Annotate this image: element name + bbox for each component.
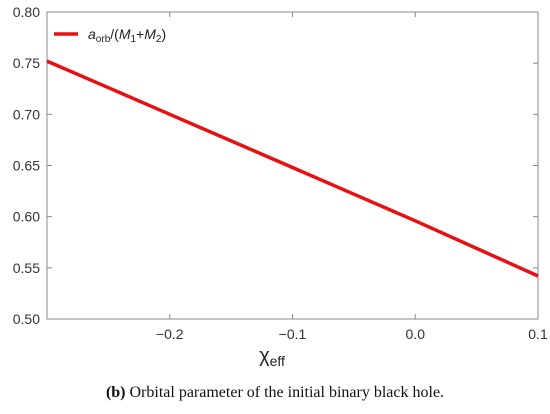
x-tick-label: 0.0 [406, 326, 426, 342]
legend-label: aorb/(M1+M2) [88, 26, 166, 45]
x-tick-label: −0.2 [156, 326, 184, 342]
y-tick-label: 0.70 [13, 106, 40, 122]
y-tick-label: 0.65 [13, 158, 40, 174]
y-tick-label: 0.75 [13, 55, 40, 71]
x-axis-ticks: −0.2 −0.1 0.0 0.1 [156, 12, 548, 342]
figure-caption: (b) Orbital parameter of the initial bin… [0, 384, 550, 402]
x-axis-label: χeff [259, 345, 285, 369]
legend: aorb/(M1+M2) [54, 26, 166, 45]
series-line [46, 59, 539, 278]
y-tick-label: 0.80 [13, 4, 40, 20]
y-tick-label: 0.50 [13, 311, 40, 327]
y-axis-ticks: 0.50 0.55 0.60 0.65 0.70 0.75 0.80 [13, 4, 538, 327]
y-tick-label: 0.60 [13, 209, 40, 225]
y-tick-label: 0.55 [13, 260, 40, 276]
chart: 0.50 0.55 0.60 0.65 0.70 0.75 0.80 −0.2 −0.1 0.0… [13, 4, 548, 369]
caption-text: Orbital parameter of the initial binary … [125, 384, 445, 401]
x-tick-label: 0.1 [528, 326, 548, 342]
caption-tag: (b) [105, 384, 126, 401]
x-tick-label: −0.1 [279, 326, 307, 342]
plot-frame [46, 11, 539, 320]
